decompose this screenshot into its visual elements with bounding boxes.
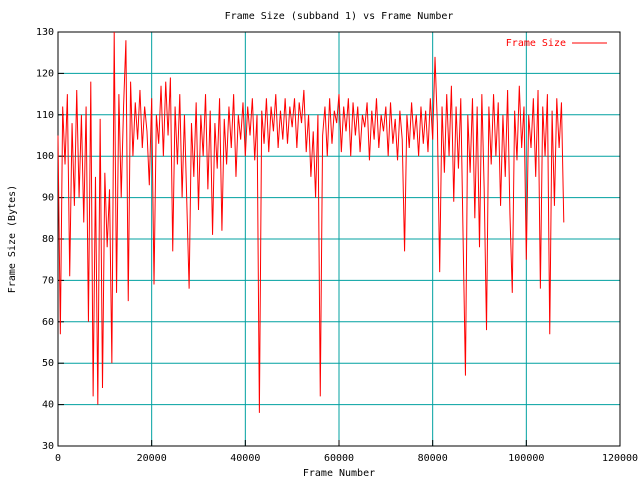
x-tick-label: 60000: [324, 453, 354, 464]
y-tick-label: 110: [36, 110, 54, 121]
y-tick-label: 30: [42, 441, 54, 452]
y-tick-label: 60: [42, 317, 54, 328]
y-tick-label: 40: [42, 400, 54, 411]
x-tick-label: 40000: [230, 453, 260, 464]
x-tick-label: 80000: [418, 453, 448, 464]
y-tick-label: 120: [36, 68, 54, 79]
y-tick-label: 80: [42, 234, 54, 245]
x-tick-label: 0: [55, 453, 61, 464]
y-tick-label: 100: [36, 151, 54, 162]
y-axis-label: Frame Size (Bytes): [7, 185, 18, 293]
x-tick-label: 20000: [137, 453, 167, 464]
x-tick-label: 100000: [508, 453, 544, 464]
legend-label: Frame Size: [506, 38, 566, 49]
y-tick-label: 70: [42, 275, 54, 286]
y-tick-label: 130: [36, 27, 54, 38]
x-axis-label: Frame Number: [303, 468, 375, 479]
chart-title: Frame Size (subband 1) vs Frame Number: [225, 11, 454, 22]
plot-frame: [57, 31, 621, 447]
y-tick-label: 50: [42, 358, 54, 369]
data-line: [57, 31, 565, 413]
y-tick-label: 90: [42, 193, 54, 204]
x-tick-label: 120000: [602, 453, 638, 464]
